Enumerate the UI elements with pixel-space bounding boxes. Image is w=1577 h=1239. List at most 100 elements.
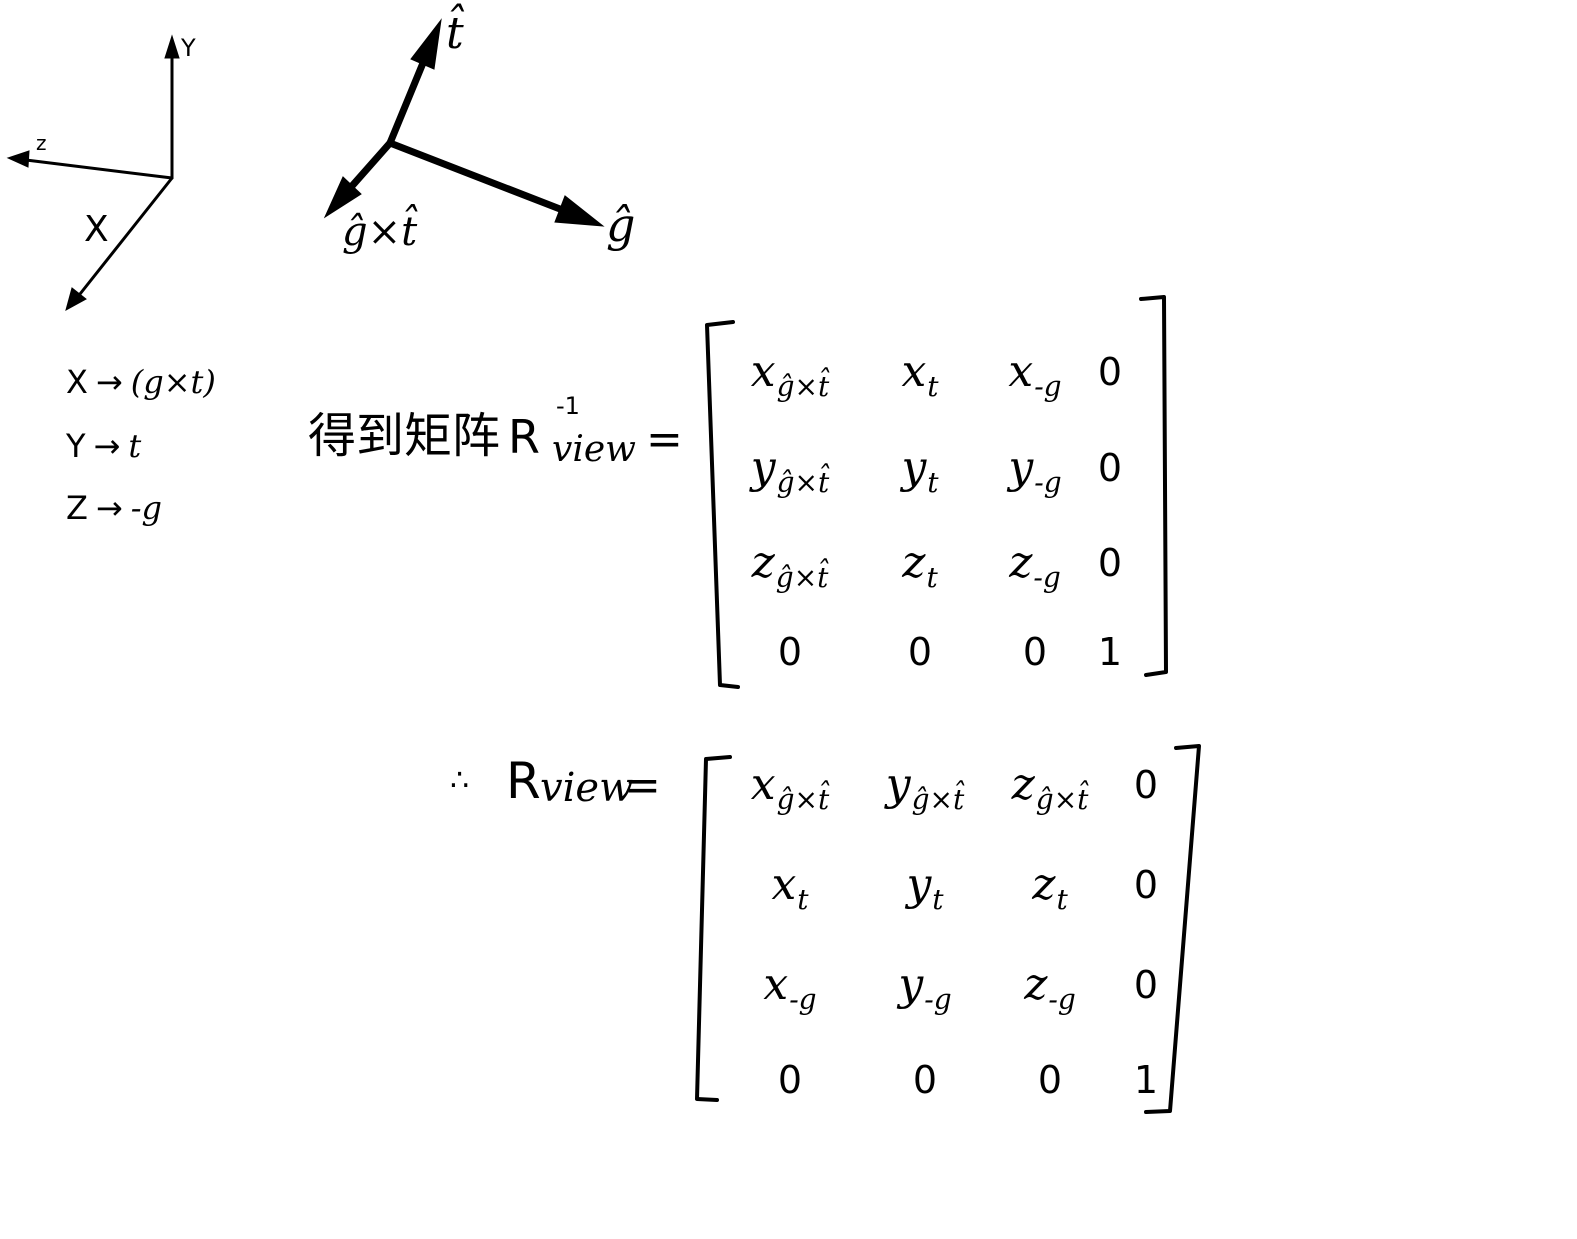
- cell-base: z: [1009, 537, 1033, 588]
- matrix-inverse-cell-r1c3: x-g: [1008, 350, 1061, 401]
- cell-base: 0: [1037, 1058, 1063, 1102]
- cell-base: 0: [1097, 541, 1123, 585]
- cell-base: x: [901, 346, 927, 397]
- cell-base: 0: [907, 630, 933, 674]
- matrix-inverse-cell-r2c1: yĝ×t̂: [751, 446, 830, 497]
- cell-base: y: [906, 859, 932, 910]
- matrix-view-cell-r1c2: yĝ×t̂: [886, 763, 965, 814]
- z-axis-label: z: [36, 131, 47, 155]
- y-axis-label: Y: [181, 34, 196, 62]
- result-equation-symbol: R: [506, 752, 541, 810]
- x-axis-label: X: [84, 209, 109, 250]
- mapping-rhs: -g: [130, 489, 163, 527]
- x-axis-line: [78, 176, 174, 296]
- cell-base: x: [750, 759, 776, 810]
- camera-vectors: [323, 18, 605, 227]
- mapping-rhs: (g×t): [130, 363, 216, 401]
- cell-base: 0: [1133, 763, 1159, 807]
- cell-base: 0: [777, 630, 803, 674]
- g-cross-t-vector-arrowhead: [323, 176, 362, 219]
- matrix-view-cell-r2c2: yt: [906, 863, 943, 914]
- cell-subscript: t: [797, 883, 809, 916]
- matrix-view-cell-r4c2: 0: [913, 1061, 937, 1099]
- matrix-view-cell-r2c1: xt: [771, 863, 808, 914]
- cell-subscript: -g: [1034, 370, 1062, 403]
- matrix-view-right-bracket: [1144, 744, 1201, 1114]
- cell-base: 0: [912, 1058, 938, 1102]
- matrix-view-cell-r1c1: xĝ×t̂: [751, 763, 829, 814]
- cell-subscript: -g: [924, 983, 952, 1016]
- cell-base: 1: [1097, 630, 1123, 674]
- g-cross-t-label: ĝ×t̂: [342, 209, 418, 255]
- cell-base: y: [901, 442, 927, 493]
- matrix-inverse-left-bracket: [705, 320, 740, 689]
- inverse-equation-prefix: 得到矩阵: [308, 408, 501, 464]
- g-cross-t-vector-line: [348, 139, 394, 190]
- mapping-arrow: →: [95, 363, 123, 401]
- cell-base: z: [1032, 859, 1056, 910]
- matrix-view-cell-r2c4: 0: [1134, 866, 1158, 904]
- mapping-arrow: →: [93, 427, 121, 465]
- cell-base: z: [751, 537, 775, 588]
- g-vector-arrowhead: [554, 195, 605, 227]
- matrix-inverse-cell-r4c1: 0: [778, 633, 802, 671]
- cell-base: y: [885, 759, 911, 810]
- t-vector-arrowhead: [410, 18, 442, 70]
- cell-subscript: ĝ×t̂: [775, 561, 829, 594]
- cell-subscript: t: [1056, 883, 1068, 916]
- cell-subscript: t: [932, 883, 944, 916]
- cell-subscript: -g: [1048, 983, 1076, 1016]
- cell-base: z: [902, 537, 926, 588]
- mapping-lhs: X: [66, 363, 88, 401]
- t-vector-line: [386, 59, 427, 147]
- matrix-inverse-cell-r3c1: zĝ×t̂: [752, 541, 829, 592]
- result-equation-subscript: view: [540, 765, 634, 811]
- cell-base: x: [763, 959, 789, 1010]
- x-axis-arrowhead: [65, 287, 87, 312]
- matrix-inverse-cell-r2c2: yt: [901, 446, 938, 497]
- matrix-inverse-cell-r4c4: 1: [1098, 633, 1122, 671]
- matrix-view-cell-r2c3: zt: [1032, 863, 1067, 914]
- cell-subscript: -g: [789, 983, 817, 1016]
- cell-subscript: -g: [1034, 466, 1062, 499]
- matrix-view-cell-r3c3: z-g: [1024, 963, 1076, 1014]
- matrix-view-cell-r3c4: 0: [1134, 966, 1158, 1004]
- cell-base: x: [750, 346, 776, 397]
- cell-base: x: [771, 859, 797, 910]
- cell-base: y: [750, 442, 776, 493]
- cell-subscript: t: [927, 466, 939, 499]
- matrix-inverse-cell-r1c1: xĝ×t̂: [751, 350, 829, 401]
- cell-subscript: t: [926, 561, 938, 594]
- g-vector-line: [386, 139, 564, 213]
- cell-base: y: [1008, 442, 1034, 493]
- y-axis-arrowhead: [164, 34, 180, 59]
- matrix-inverse-cell-r3c2: zt: [902, 541, 937, 592]
- matrix-view-cell-r3c2: y-g: [898, 963, 951, 1014]
- mapping-y: Y → t: [66, 430, 141, 462]
- cell-base: y: [898, 959, 924, 1010]
- therefore-symbol: ∴: [450, 763, 470, 798]
- result-equation-equals: =: [624, 760, 661, 811]
- cell-subscript: ĝ×t̂: [1035, 783, 1089, 816]
- matrix-view-cell-r1c4: 0: [1134, 766, 1158, 804]
- matrix-view-left-bracket: [695, 755, 732, 1102]
- matrix-inverse-cell-r2c3: y-g: [1008, 446, 1061, 497]
- matrix-view-cell-r4c1: 0: [778, 1061, 802, 1099]
- inverse-equation-equals: =: [646, 414, 683, 465]
- cell-base: z: [1011, 759, 1035, 810]
- matrix-view-cell-r3c1: x-g: [763, 963, 816, 1014]
- matrix-inverse-right-bracket: [1139, 295, 1168, 677]
- cell-subscript: ĝ×t̂: [776, 370, 830, 403]
- matrix-view-brackets: [695, 744, 1201, 1114]
- z-axis-line: [24, 158, 174, 180]
- cell-subscript: -g: [1033, 561, 1061, 594]
- cell-subscript: ĝ×t̂: [776, 783, 830, 816]
- g-hat-label: ĝ: [606, 198, 636, 252]
- z-axis-arrowhead: [6, 150, 30, 168]
- cell-base: 0: [1097, 350, 1123, 394]
- cell-base: x: [1008, 346, 1034, 397]
- mapping-z: Z → -g: [66, 492, 162, 524]
- mapping-rhs: t: [128, 427, 142, 465]
